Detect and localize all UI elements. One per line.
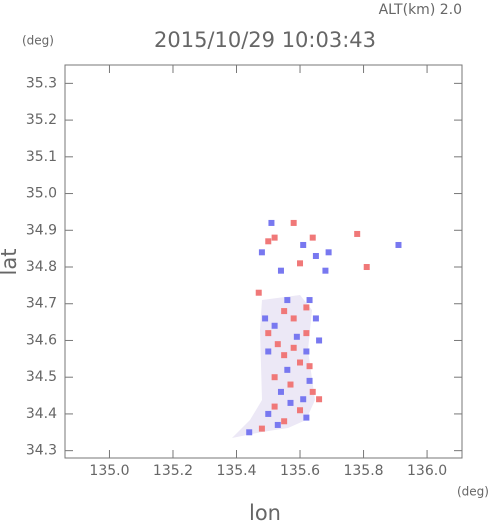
echo-cell <box>306 377 313 384</box>
echo-cell <box>258 249 265 256</box>
echo-cell <box>316 396 323 403</box>
echo-cell <box>312 252 319 259</box>
echo-cell <box>354 230 361 237</box>
echo-cell <box>271 403 278 410</box>
echo-cell <box>284 297 291 304</box>
echo-cell <box>281 352 288 359</box>
echo-cell <box>258 425 265 432</box>
y-tick-label: 34.9 <box>26 222 57 238</box>
echo-cell <box>262 315 269 322</box>
echo-cell <box>287 381 294 388</box>
echo-cell <box>265 410 272 417</box>
y-tick-label: 35.2 <box>26 112 57 128</box>
echo-cell <box>290 344 297 351</box>
echo-cell <box>300 241 307 248</box>
echo-cell <box>271 374 278 381</box>
echo-cell <box>271 322 278 329</box>
echo-cell <box>274 421 281 428</box>
echo-cell <box>281 308 288 315</box>
echo-cell <box>255 289 262 296</box>
altitude-label: ALT(km) 2.0 <box>379 2 462 18</box>
echo-cell <box>300 396 307 403</box>
echo-cell <box>306 297 313 304</box>
echo-cell <box>395 241 402 248</box>
echo-cell <box>312 315 319 322</box>
plot-frame <box>64 64 463 459</box>
x-tick-label: 135.8 <box>343 463 383 479</box>
y-tick-label: 34.5 <box>26 369 57 385</box>
x-tick-label: 136.0 <box>407 463 447 479</box>
echo-cell <box>297 260 304 267</box>
echo-cell <box>265 330 272 337</box>
echo-cell <box>303 304 310 311</box>
y-unit: (deg) <box>22 34 54 48</box>
echo-cell <box>246 429 253 436</box>
echo-cell <box>316 337 323 344</box>
echo-cell <box>290 315 297 322</box>
x-tick-label: 135.6 <box>280 463 320 479</box>
y-tick-label: 35.1 <box>26 149 57 165</box>
echo-cell <box>306 363 313 370</box>
echo-cell <box>274 341 281 348</box>
echo-cell <box>284 366 291 373</box>
echo-cell <box>271 234 278 241</box>
echo-cell <box>297 359 304 366</box>
echo-cell <box>265 238 272 245</box>
echo-cell <box>277 388 284 395</box>
echo-cell <box>303 330 310 337</box>
y-axis-label: lat <box>0 249 21 276</box>
y-tick-label: 34.7 <box>26 296 57 312</box>
echo-cell <box>309 388 316 395</box>
echo-cell <box>287 399 294 406</box>
x-tick-label: 135.2 <box>153 463 193 479</box>
echo-cell <box>281 418 288 425</box>
y-tick-label: 34.3 <box>26 443 57 459</box>
echo-cell <box>297 407 304 414</box>
x-unit: (deg) <box>457 485 489 499</box>
echo-cell <box>268 219 275 226</box>
echo-cell <box>303 414 310 421</box>
chart-title: 2015/10/29 10:03:43 <box>154 28 376 52</box>
echo-cell <box>363 264 370 271</box>
echo-region <box>232 295 315 438</box>
x-tick-label: 135.0 <box>89 463 129 479</box>
echo-cell <box>322 267 329 274</box>
echo-cell <box>265 348 272 355</box>
echo-cell <box>277 267 284 274</box>
echo-cell <box>303 348 310 355</box>
echo-cell <box>325 249 332 256</box>
echo-cell <box>290 219 297 226</box>
x-tick-label: 135.4 <box>216 463 256 479</box>
y-tick-label: 35.0 <box>26 186 57 202</box>
echo-cell <box>309 234 316 241</box>
y-tick-label: 34.6 <box>26 332 57 348</box>
y-tick-label: 35.3 <box>26 75 57 91</box>
x-axis-label: lon <box>249 501 281 521</box>
echo-cell <box>293 333 300 340</box>
y-tick-label: 34.8 <box>26 259 57 275</box>
y-tick-label: 34.4 <box>26 406 57 422</box>
